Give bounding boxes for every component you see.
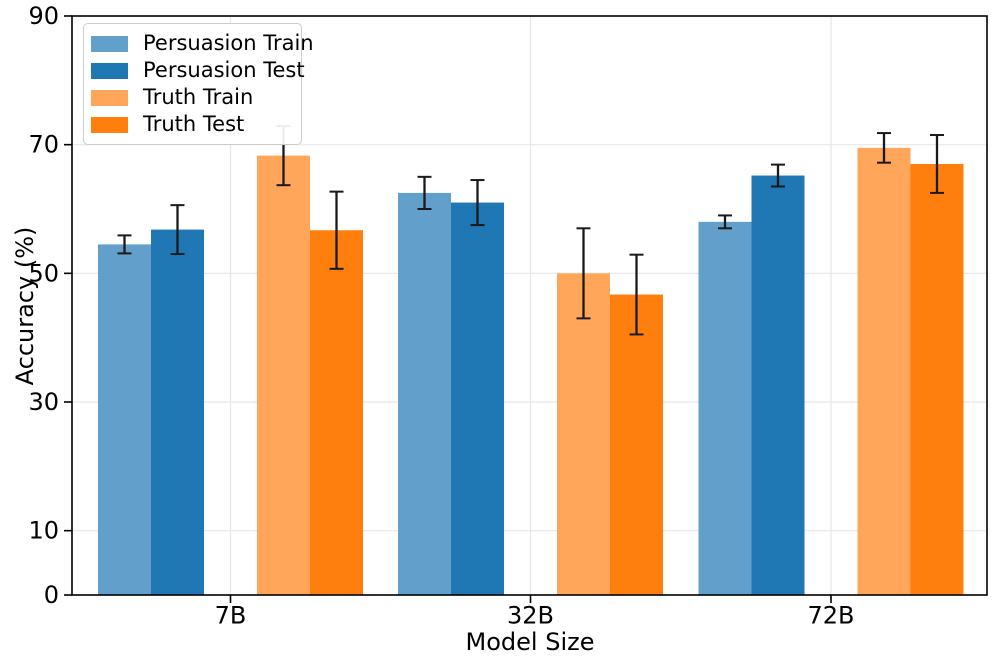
legend-label: Truth Test: [143, 112, 245, 136]
legend-swatch-icon: [91, 62, 128, 79]
bar-persuasion-test-72b: [751, 175, 805, 595]
legend-label: Truth Train: [143, 85, 254, 109]
legend-item-truth-train: Truth Train: [91, 84, 293, 111]
x-tick-label: 32B: [507, 602, 554, 630]
axes-spines: [71, 15, 988, 596]
legend-swatch-icon: [91, 89, 128, 106]
y-tick-label: 0: [44, 581, 59, 609]
bar-truth-train-72b: [857, 147, 911, 595]
y-tick-label: 50: [28, 259, 59, 287]
y-tick-label: 90: [28, 2, 59, 30]
bar-truth-test-7b: [310, 230, 363, 596]
bar-truth-train-32b: [557, 273, 610, 595]
legend-swatch-icon: [91, 116, 128, 133]
bar-persuasion-train-72b: [698, 221, 752, 595]
legend-item-truth-test: Truth Test: [91, 111, 293, 138]
legend-label: Persuasion Test: [143, 58, 305, 82]
y-tick-label: 30: [28, 388, 59, 416]
x-axis-label: Model Size: [465, 628, 595, 656]
legend-item-persuasion-test: Persuasion Test: [91, 57, 305, 84]
bar-persuasion-test-32b: [451, 202, 504, 596]
bar-persuasion-train-32b: [398, 192, 451, 595]
x-tick-label: 72B: [807, 602, 854, 630]
bar-truth-test-72b: [910, 163, 964, 595]
bar-persuasion-train-7b: [98, 244, 151, 595]
bar-truth-train-7b: [257, 155, 310, 595]
legend-swatch-icon: [91, 35, 128, 52]
bar-persuasion-test-7b: [151, 229, 204, 595]
legend-label: Persuasion Train: [143, 31, 314, 55]
bar-truth-test-32b: [610, 294, 663, 595]
y-axis-label: Accuracy (%): [11, 226, 39, 386]
legend-item-persuasion-train: Persuasion Train: [91, 30, 314, 57]
legend: Persuasion Train Persuasion Test Truth Tra…: [83, 23, 314, 145]
x-tick-label: 7B: [215, 602, 247, 630]
y-tick-label: 10: [28, 517, 59, 545]
y-tick-label: 70: [28, 131, 59, 159]
